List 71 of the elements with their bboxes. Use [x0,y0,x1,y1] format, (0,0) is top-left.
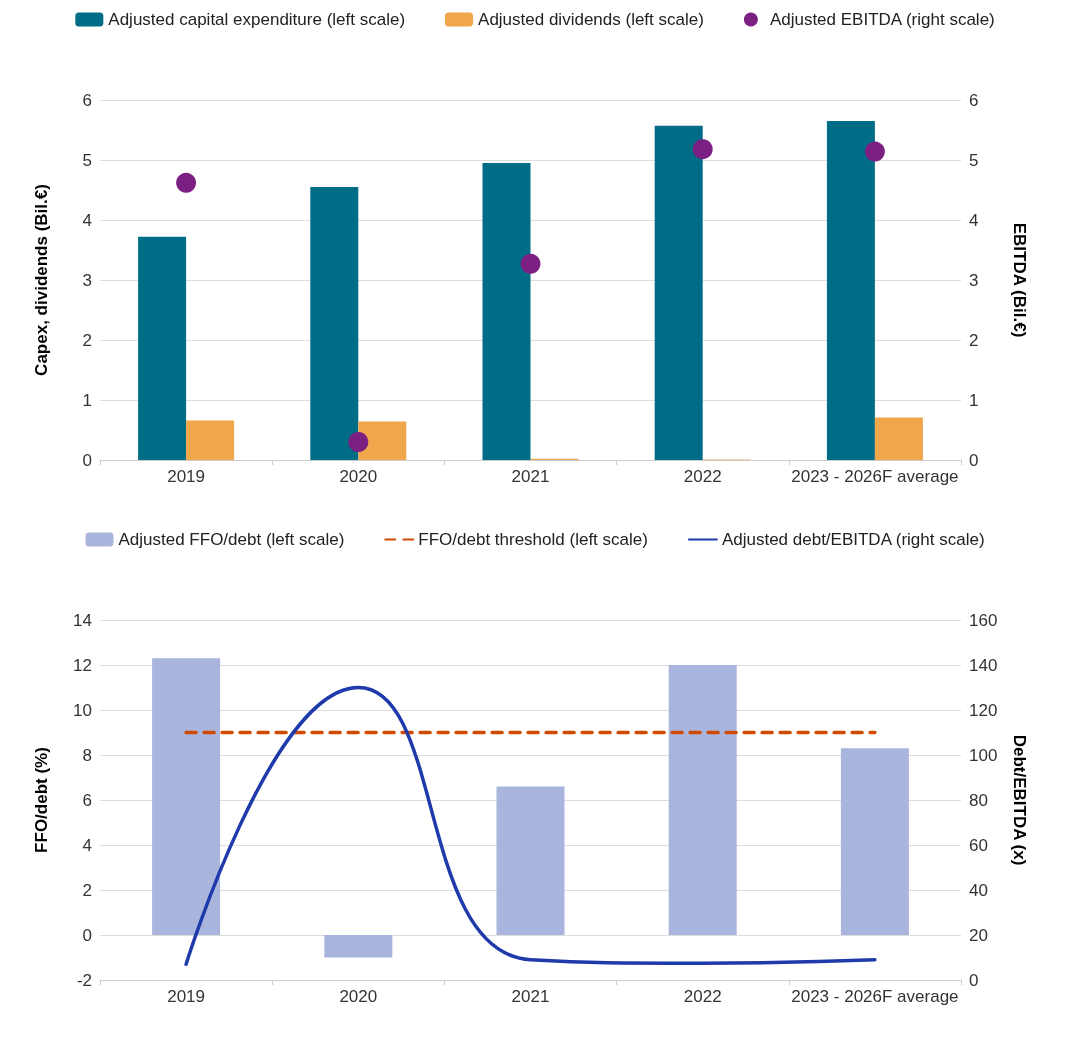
bar [310,187,359,460]
y2-tick-label: 20 [969,925,988,945]
y-tick-label: 4 [82,835,92,855]
legend-label: Adjusted EBITDA (right scale) [769,10,995,29]
x-tick-label: 2022 [683,467,722,486]
bar [654,125,703,460]
y-tick-label: 5 [82,150,92,170]
bar [840,748,909,935]
y2-tick-label: 1 [969,390,979,410]
bar [152,658,221,935]
y-tick-label: 12 [73,655,92,675]
bar [874,417,923,460]
y-tick-label: 8 [82,745,92,765]
x-tick-label: 2020 [339,987,378,1006]
bar [496,786,565,935]
y-tick-label: 3 [82,270,92,290]
y2-tick-label: 140 [969,655,998,675]
y-tick-label: 6 [82,790,92,810]
y2-tick-label: 6 [969,90,979,110]
legend-label: Adjusted debt/EBITDA (right scale) [721,530,985,549]
point [176,172,197,193]
y2-tick-label: 2 [969,330,979,350]
bar [186,420,235,460]
y2-tick-label: 40 [969,880,988,900]
bar [668,665,737,935]
y2-tick-label: 3 [969,270,979,290]
y2-tick-label: 5 [969,150,979,170]
y-tick-label: 10 [73,700,92,720]
x-tick-label: 2022 [683,987,722,1006]
bar [138,236,187,460]
bar [324,935,393,958]
bar [826,121,875,460]
x-tick-label: 2023 - 2026F average [791,467,959,486]
legend-label: Adjusted FFO/debt (left scale) [118,530,345,549]
x-tick-label: 2023 - 2026F average [791,987,959,1006]
y-tick-label: -2 [76,970,92,990]
x-tick-label: 2021 [511,467,550,486]
y-tick-label: 14 [73,610,92,630]
point [692,139,713,160]
y2-axis-title: Debt/EBITDA (x) [1010,734,1029,866]
y2-tick-label: 100 [969,745,998,765]
y2-tick-label: 60 [969,835,988,855]
point [348,432,369,452]
legend-label: Adjusted dividends (left scale) [478,10,704,29]
x-tick-label: 2019 [167,987,206,1006]
x-tick-label: 2020 [339,467,378,486]
legend-label: FFO/debt threshold (left scale) [418,530,648,549]
legend-label: Adjusted capital expenditure (left scale) [108,10,406,29]
y-axis-title: FFO/debt (%) [32,747,51,853]
y-tick-label: 0 [82,450,92,470]
y2-tick-label: 120 [969,700,998,720]
y2-tick-label: 0 [969,450,979,470]
line-series [184,685,877,966]
bar [358,421,407,460]
y-axis-title: Capex, dividends (Bil.€) [32,184,51,376]
point [520,253,541,274]
y-tick-label: 2 [82,880,92,900]
y-tick-label: 0 [82,925,92,945]
y2-axis-title: EBITDA (Bil.€) [1010,222,1029,338]
y2-tick-label: 0 [969,970,979,990]
x-tick-label: 2021 [511,987,550,1006]
y2-tick-label: 80 [969,790,988,810]
y-tick-label: 1 [82,390,92,410]
y-tick-label: 6 [82,90,92,110]
point [864,141,885,162]
x-tick-label: 2019 [167,467,206,486]
y-tick-label: 2 [82,330,92,350]
y2-tick-label: 4 [969,210,979,230]
y-tick-label: 4 [82,210,92,230]
y2-tick-label: 160 [969,610,998,630]
bar [482,163,531,460]
